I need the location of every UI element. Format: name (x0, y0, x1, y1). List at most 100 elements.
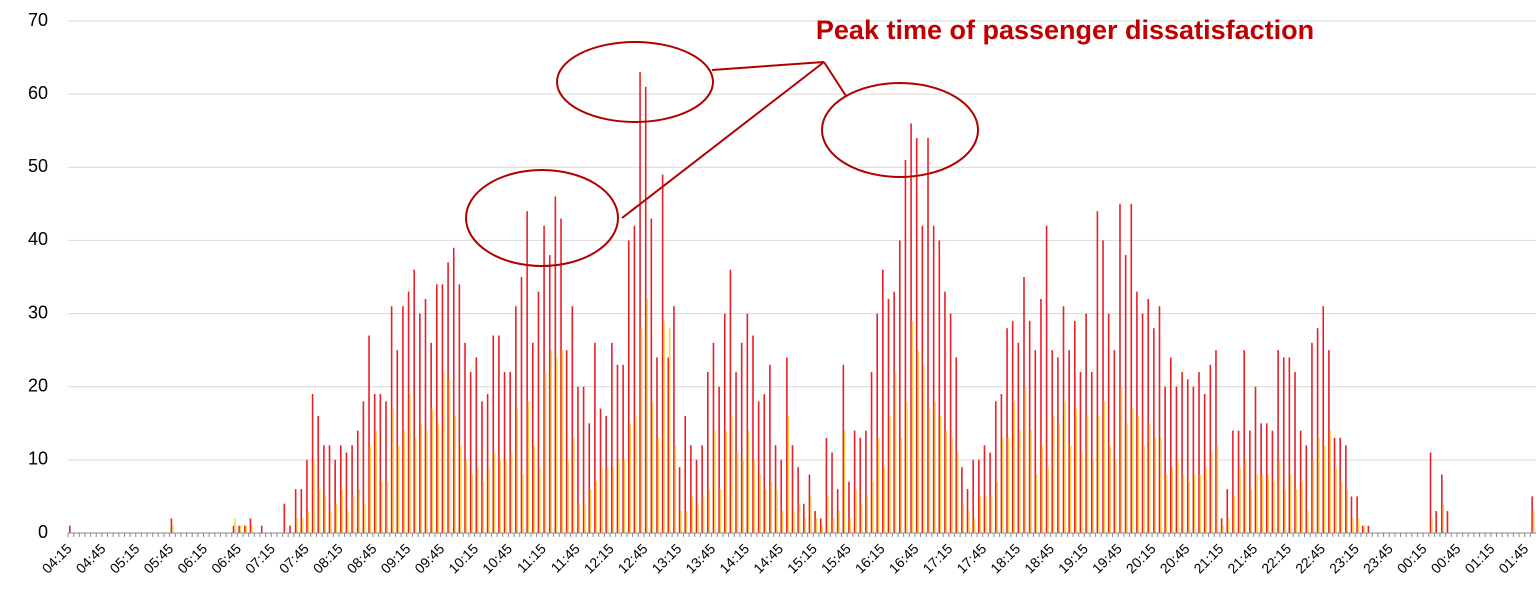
bar (927, 138, 929, 533)
bar (330, 511, 332, 533)
bar (764, 489, 767, 533)
bar (69, 525, 71, 533)
bar (1007, 437, 1010, 533)
bar (283, 503, 286, 533)
bar (691, 496, 694, 533)
bar (939, 415, 942, 533)
bar (239, 525, 242, 533)
bar (313, 459, 315, 533)
bar (968, 511, 970, 533)
bar (1124, 255, 1127, 534)
x-tick-label: 14:45 (750, 540, 786, 576)
bar (567, 459, 569, 533)
bar (1346, 489, 1349, 533)
bar (238, 525, 240, 533)
y-tick-label: 60 (28, 83, 48, 103)
bar (978, 459, 980, 533)
bar (1312, 459, 1315, 533)
bar (1282, 357, 1285, 533)
bar (170, 518, 173, 533)
bar (1002, 437, 1004, 533)
bar (1136, 291, 1138, 533)
bar (1034, 350, 1037, 533)
bar (951, 437, 953, 533)
bar (447, 262, 449, 533)
x-tick-label: 05:15 (106, 540, 142, 576)
bar (876, 313, 878, 533)
bar (1222, 525, 1224, 533)
x-tick-label: 07:45 (276, 540, 312, 576)
bar (1431, 518, 1433, 533)
bar (898, 240, 901, 533)
bar (1367, 525, 1370, 533)
bar (1345, 445, 1347, 533)
bar (1227, 518, 1230, 533)
bar (661, 174, 664, 533)
bar (556, 357, 558, 533)
x-tick-label: 00:15 (1394, 540, 1430, 576)
bar (729, 269, 732, 533)
x-tick-label: 18:45 (1021, 540, 1057, 576)
bar (172, 525, 174, 533)
x-tick-label: 17:15 (919, 540, 955, 576)
bar (1102, 240, 1104, 533)
bar (757, 401, 760, 533)
bar (544, 372, 547, 533)
bar (1295, 489, 1298, 533)
bar (1081, 452, 1083, 533)
bar (441, 284, 444, 533)
bar (1194, 474, 1196, 533)
bar (803, 503, 805, 533)
bar (436, 284, 438, 533)
bar (855, 489, 857, 533)
bar (403, 430, 406, 533)
bar (385, 401, 387, 533)
bar (522, 474, 524, 533)
bar (753, 459, 756, 533)
bar (650, 218, 653, 533)
bar (420, 423, 423, 533)
bar (520, 277, 523, 533)
bar (1363, 525, 1366, 533)
x-tick-label: 20:45 (1157, 540, 1193, 576)
x-tick-label: 09:45 (411, 540, 447, 576)
bar (776, 489, 778, 533)
bar (906, 401, 908, 533)
bar (232, 525, 235, 533)
bar (364, 503, 366, 533)
x-tick-label: 05:45 (140, 540, 176, 576)
bar (1120, 386, 1123, 533)
bar (1143, 445, 1145, 533)
bar (735, 372, 737, 533)
bar (1119, 203, 1121, 533)
bar (244, 525, 246, 533)
bar (1316, 328, 1319, 533)
bar (866, 496, 869, 533)
bar (819, 518, 822, 533)
bar (887, 298, 890, 533)
bar (526, 211, 528, 533)
y-tick-label: 10 (28, 449, 48, 469)
bar (589, 489, 592, 533)
x-tick-label: 04:45 (73, 540, 109, 576)
annotation (465, 41, 979, 267)
bar (1109, 445, 1111, 533)
bar (934, 401, 936, 533)
bar (578, 503, 581, 533)
bar (774, 445, 777, 533)
bar (923, 364, 925, 533)
x-tick-label: 12:45 (615, 540, 651, 576)
bar (390, 306, 393, 533)
bar (1429, 452, 1432, 533)
bar (1114, 459, 1117, 533)
bar (311, 394, 314, 533)
bar (825, 437, 828, 533)
bar (560, 218, 562, 533)
bar (373, 394, 376, 533)
bar (431, 408, 434, 533)
bar (843, 430, 846, 533)
x-tick-label: 16:15 (852, 540, 888, 576)
bar (317, 415, 320, 533)
bar (341, 489, 344, 533)
bar (516, 408, 519, 533)
